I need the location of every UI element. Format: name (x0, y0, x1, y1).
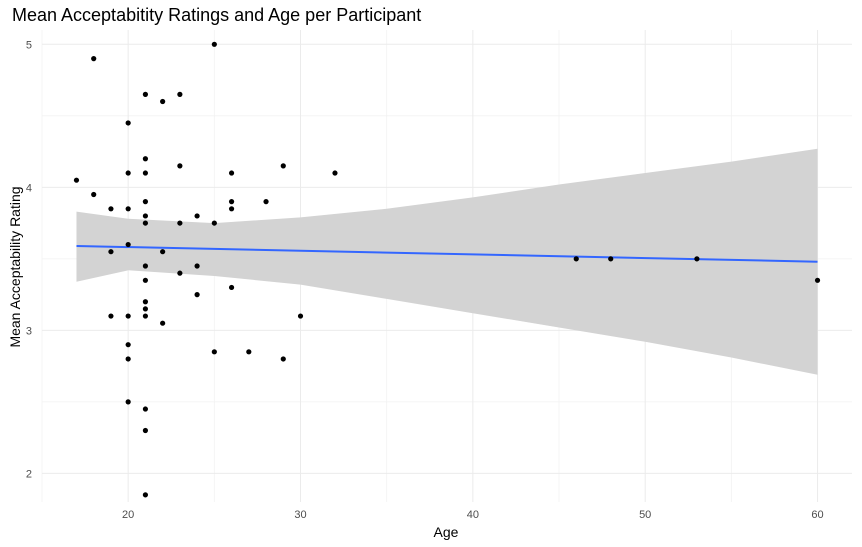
data-point (573, 256, 579, 262)
data-point (108, 249, 114, 255)
x-tick-label: 40 (467, 509, 479, 521)
data-point (125, 356, 131, 362)
x-tick-label: 50 (639, 509, 651, 521)
x-tick-label: 60 (811, 509, 823, 521)
data-point (125, 342, 131, 348)
data-point (608, 256, 614, 262)
data-point (177, 270, 183, 276)
chart-title: Mean Acceptabitity Ratings and Age per P… (12, 5, 422, 25)
data-point (177, 91, 183, 97)
y-tick-label: 2 (26, 468, 32, 480)
data-point (73, 177, 80, 183)
data-point (125, 120, 131, 126)
data-point (142, 220, 149, 226)
data-point (142, 306, 149, 312)
regression-line (76, 244, 818, 263)
data-point (125, 206, 131, 212)
confidence-band-area (76, 148, 818, 375)
data-point (142, 213, 149, 219)
data-point (142, 91, 149, 97)
x-tick-label: 30 (294, 509, 306, 521)
data-point (142, 406, 149, 412)
data-point (194, 213, 200, 219)
data-point (160, 249, 166, 255)
x-tick-label: 20 (122, 509, 134, 521)
data-point (125, 241, 131, 248)
data-point (160, 98, 166, 105)
data-points (73, 41, 821, 498)
data-point (142, 492, 149, 498)
trend-line (76, 244, 818, 263)
data-point (280, 163, 286, 169)
data-point (160, 320, 166, 326)
data-point (142, 299, 149, 305)
data-point (297, 313, 304, 319)
data-point (91, 191, 97, 198)
data-point (194, 292, 200, 298)
data-point (91, 56, 97, 62)
data-point (246, 349, 252, 355)
y-tick-label: 5 (26, 39, 32, 51)
data-point (108, 206, 114, 212)
data-point (177, 163, 183, 169)
data-point (228, 284, 235, 291)
data-point (142, 313, 149, 319)
data-point (108, 313, 114, 319)
tick-labels: 20 30 40 50 60 2 3 4 5 (26, 39, 824, 521)
data-point (228, 206, 235, 212)
data-point (125, 313, 131, 319)
data-point (211, 41, 217, 47)
data-point (228, 199, 235, 205)
data-point (211, 220, 217, 226)
data-point (263, 199, 269, 205)
data-point (142, 170, 149, 176)
y-tick-label: 3 (26, 325, 32, 337)
data-point (228, 170, 235, 176)
data-point (142, 199, 149, 205)
data-point (211, 349, 217, 355)
x-axis-title: Age (434, 524, 459, 540)
confidence-band (76, 148, 818, 375)
data-point (142, 277, 149, 283)
data-point (142, 263, 149, 269)
data-point (125, 399, 131, 405)
data-point (142, 156, 149, 162)
data-point (280, 356, 286, 362)
data-point (194, 263, 200, 269)
y-axis-title: Mean Acceptability Rating (7, 186, 23, 347)
data-point (332, 170, 338, 176)
data-point (177, 220, 183, 226)
data-point (125, 170, 131, 176)
data-point (694, 256, 700, 262)
data-point (814, 277, 821, 283)
data-point (142, 427, 149, 434)
y-tick-label: 4 (26, 182, 32, 194)
